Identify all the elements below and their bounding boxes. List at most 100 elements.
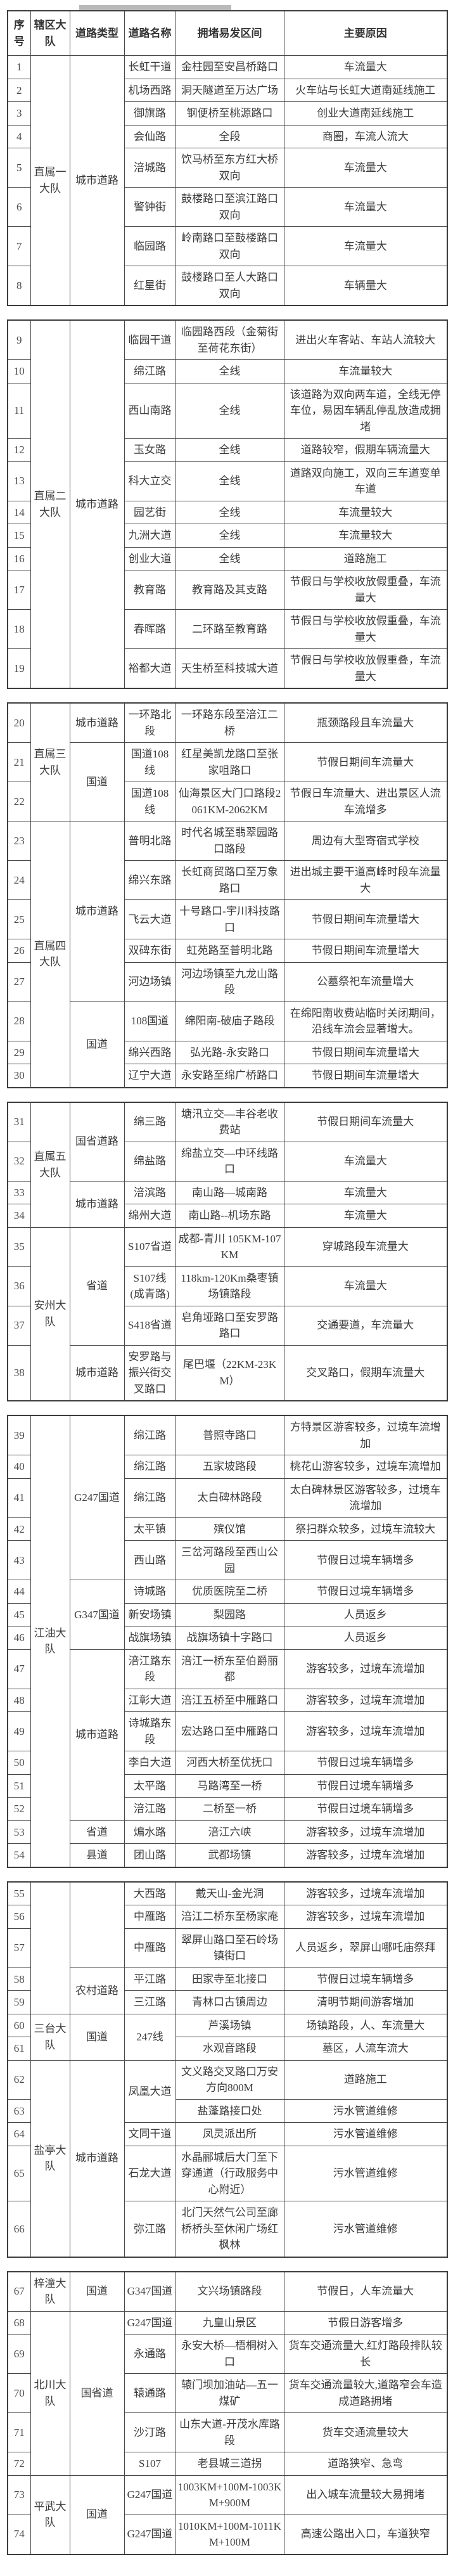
- cell-road-name: 绵江路: [124, 1478, 176, 1518]
- cell-main-reason: 进出火车客站、车站人流较大: [283, 319, 448, 360]
- cell-road-name: 一环路北段: [124, 702, 176, 743]
- table-row: 34 绵州大道 南山路--机场东路 车流量大: [7, 1204, 448, 1228]
- cell-congestion-section: 戴天山-金光洞: [175, 1881, 284, 1905]
- cell-road-name: 辽宁大道: [124, 1064, 176, 1088]
- cell-congestion-section: 全线: [175, 546, 284, 570]
- table-row: 20 直属三大队 城市道路 一环路北段 一环路东段至涪江二桥 瓶颈路段且车流量大: [7, 702, 448, 821]
- cell-main-reason: 道路狭窄、急弯: [283, 2452, 448, 2476]
- table-row: 50 李白大道 河西大桥至优抚口 节假日过境车辆增多: [7, 1751, 448, 1775]
- table-row: 33 城市道路 涪滨路 南山路—城南路 车流量大: [7, 1180, 448, 1228]
- table-section-3: 20 直属三大队 城市道路 一环路北段 一环路东段至涪江二桥 瓶颈路段且车流量大 21 国道国…: [7, 702, 448, 1088]
- cell-congestion-section: 全线: [175, 524, 284, 548]
- cell-serial-number: 7: [7, 226, 31, 266]
- cell-road-type: 国道: [69, 1001, 125, 1088]
- cell-main-reason: 游客较多，过境车流增加: [283, 1881, 448, 1905]
- cell-main-reason: 墓区，人流车流大: [283, 2037, 448, 2061]
- cell-congestion-section: 塘汛立交—丰谷老收费站: [175, 1102, 284, 1142]
- cell-serial-number: 32: [7, 1141, 31, 1182]
- cell-road-name: 机场西路: [124, 78, 176, 102]
- cell-road-type: 国道: [69, 2013, 125, 2061]
- cell-road-name: 绵州大道: [124, 1204, 176, 1228]
- cell-main-reason: 节假日期间车流量增大: [283, 899, 448, 939]
- cell-main-reason: 人员返乡，翠屏山哪吒庙祭拜: [283, 1928, 448, 1968]
- cell-brigade: 直属四大队: [30, 821, 70, 1088]
- cell-main-reason: 污水管道维修: [283, 2201, 448, 2257]
- cell-main-reason: 场镇路段，人、车流量大: [283, 2013, 448, 2037]
- cell-congestion-section: 绵盐立交—中环线路口: [175, 1141, 284, 1182]
- cell-road-name: 李白大道: [124, 1751, 176, 1775]
- cell-main-reason: 车辆量大: [283, 266, 448, 306]
- cell-serial-number: 34: [7, 1204, 31, 1228]
- table-row: 45 新安场镇 梨园路 人员返乡: [7, 1602, 448, 1626]
- cell-main-reason: 进出城主要干道高峰时段车流量大: [283, 860, 448, 900]
- cell-congestion-section: 岭南路口至鼓楼路口双向: [175, 226, 284, 266]
- cell-road-name: 247线: [124, 2013, 176, 2061]
- cell-main-reason: 车流量较大: [283, 524, 448, 548]
- cell-main-reason: 车流量较大: [283, 359, 448, 383]
- cell-main-reason: 公墓祭祀车流量增大: [283, 962, 448, 1002]
- cell-congestion-section: 宏达路口至中雁路口: [175, 1711, 284, 1751]
- table-row: 24 绵兴东路 长虹商贸路口至万象路口 进出城主要干道高峰时段车流量大: [7, 860, 448, 900]
- cell-road-name: 太平镇: [124, 1517, 176, 1541]
- cell-road-name: 煸水路: [124, 1820, 176, 1844]
- table-row: 13 科大立交 全线 道路双向施工，双向三车道变单车道: [7, 461, 448, 501]
- cell-congestion-section: 永安大桥—梧桐树入口: [175, 2334, 284, 2374]
- cell-main-reason: 节假日期间车流量增大: [283, 939, 448, 963]
- cell-road-type: 城市道路: [69, 702, 125, 743]
- cell-road-name: 科大立交: [124, 461, 176, 501]
- table-row: 66 弥江路 北门天然气公司至廊桥桥头至休闲广场红枫林 污水管道维修: [7, 2201, 448, 2257]
- cell-serial-number: 72: [7, 2452, 31, 2476]
- cell-main-reason: 清明节期间游客增加: [283, 1990, 448, 2014]
- column-header-2: 辖区大队: [30, 10, 70, 56]
- cell-road-name: 三江路: [124, 1990, 176, 2014]
- cell-main-reason: 道路较窄，假期车辆流量大: [283, 438, 448, 462]
- cell-road-type: G247国道: [69, 1415, 125, 1580]
- cell-main-reason: 车流量较大: [283, 500, 448, 524]
- cell-road-name: 中雁路: [124, 1928, 176, 1968]
- cell-congestion-section: 弘光路-永安路口: [175, 1040, 284, 1064]
- cell-congestion-section: 优质医院至二桥: [175, 1580, 284, 1604]
- table-row: 22 国道108线 仙海景区大门口路段2061KM-2062KM 节假日车流量大、进出…: [7, 782, 448, 821]
- cell-serial-number: 39: [7, 1415, 31, 1455]
- cell-serial-number: 71: [7, 2412, 31, 2452]
- table-row: 53 省道 煸水路 涪江六峡 游客较多，过境车流增加: [7, 1820, 448, 1844]
- cell-road-name: 团山路: [124, 1843, 176, 1867]
- cell-main-reason: 节假日期间车流量增大: [283, 1040, 448, 1064]
- cell-road-name: 创业大道: [124, 546, 176, 570]
- cell-congestion-section: 凤灵派出所: [175, 2122, 284, 2146]
- cell-road-name: 文同干道: [124, 2122, 176, 2146]
- table-row: 39 江油大队 G247国道 绵江路 普照寺路口 方特景区游客较多，过境车流增加: [7, 1415, 448, 1867]
- cell-main-reason: 周边有大型寄宿式学校: [283, 821, 448, 861]
- cell-main-reason: 游客较多，过境车流增加: [283, 1688, 448, 1712]
- cell-main-reason: 节假日车流量大、进出景区人流车流增多: [283, 782, 448, 821]
- cell-congestion-section: 鼓楼路口至滨江路口双向: [175, 187, 284, 227]
- cell-congestion-section: 二桥至一桥: [175, 1797, 284, 1821]
- cell-serial-number: 35: [7, 1227, 31, 1267]
- cell-road-type: 城市道路: [69, 319, 125, 689]
- cell-road-name: 石龙大道: [124, 2145, 176, 2201]
- cell-serial-number: 16: [7, 546, 31, 570]
- cell-serial-number: 33: [7, 1180, 31, 1204]
- cell-serial-number: 9: [7, 319, 31, 360]
- table-section-1: 序号 辖区大队 道路类型 道路名称 拥堵易发区间 主要原因 1 直属一大队 城市道路 长虹干道 金柱…: [7, 10, 448, 306]
- cell-serial-number: 24: [7, 860, 31, 900]
- cell-brigade: 盐亭大队: [30, 2059, 70, 2257]
- cell-serial-number: 40: [7, 1455, 31, 1479]
- cell-main-reason: 货车交通流量较大,道路窄会车造成道路拥堵: [283, 2373, 448, 2413]
- cell-main-reason: 交叉路口，假期车流量大: [283, 1344, 448, 1401]
- cell-main-reason: 节假日游客增多: [283, 2310, 448, 2334]
- table-row: 4 会仙路 全段 商圈，车流人流大: [7, 124, 448, 148]
- cell-main-reason: 车流量大: [283, 148, 448, 188]
- cell-road-name: 御旗路: [124, 101, 176, 126]
- cell-congestion-section: 九皇山景区: [175, 2310, 284, 2334]
- table-section-4: 31 直属五大队 国省道路 绵三路 塘汛立交—丰谷老收费站 节假日期间车流量大 32 绵盐路绵…: [7, 1101, 448, 1401]
- cell-congestion-section: 盐蓬路接口处: [175, 2099, 284, 2123]
- cell-congestion-section: 鼓楼路口至人大路口双向: [175, 266, 284, 306]
- cell-brigade: 北川大队: [30, 2310, 70, 2476]
- cell-road-name: S418省道: [124, 1305, 176, 1346]
- cell-road-name: 绵江路: [124, 1415, 176, 1455]
- cell-road-type: 省道: [69, 1820, 125, 1844]
- cell-road-name: 绵盐路: [124, 1141, 176, 1182]
- cell-serial-number: 31: [7, 1102, 31, 1142]
- cell-road-name: 绵江路: [124, 359, 176, 383]
